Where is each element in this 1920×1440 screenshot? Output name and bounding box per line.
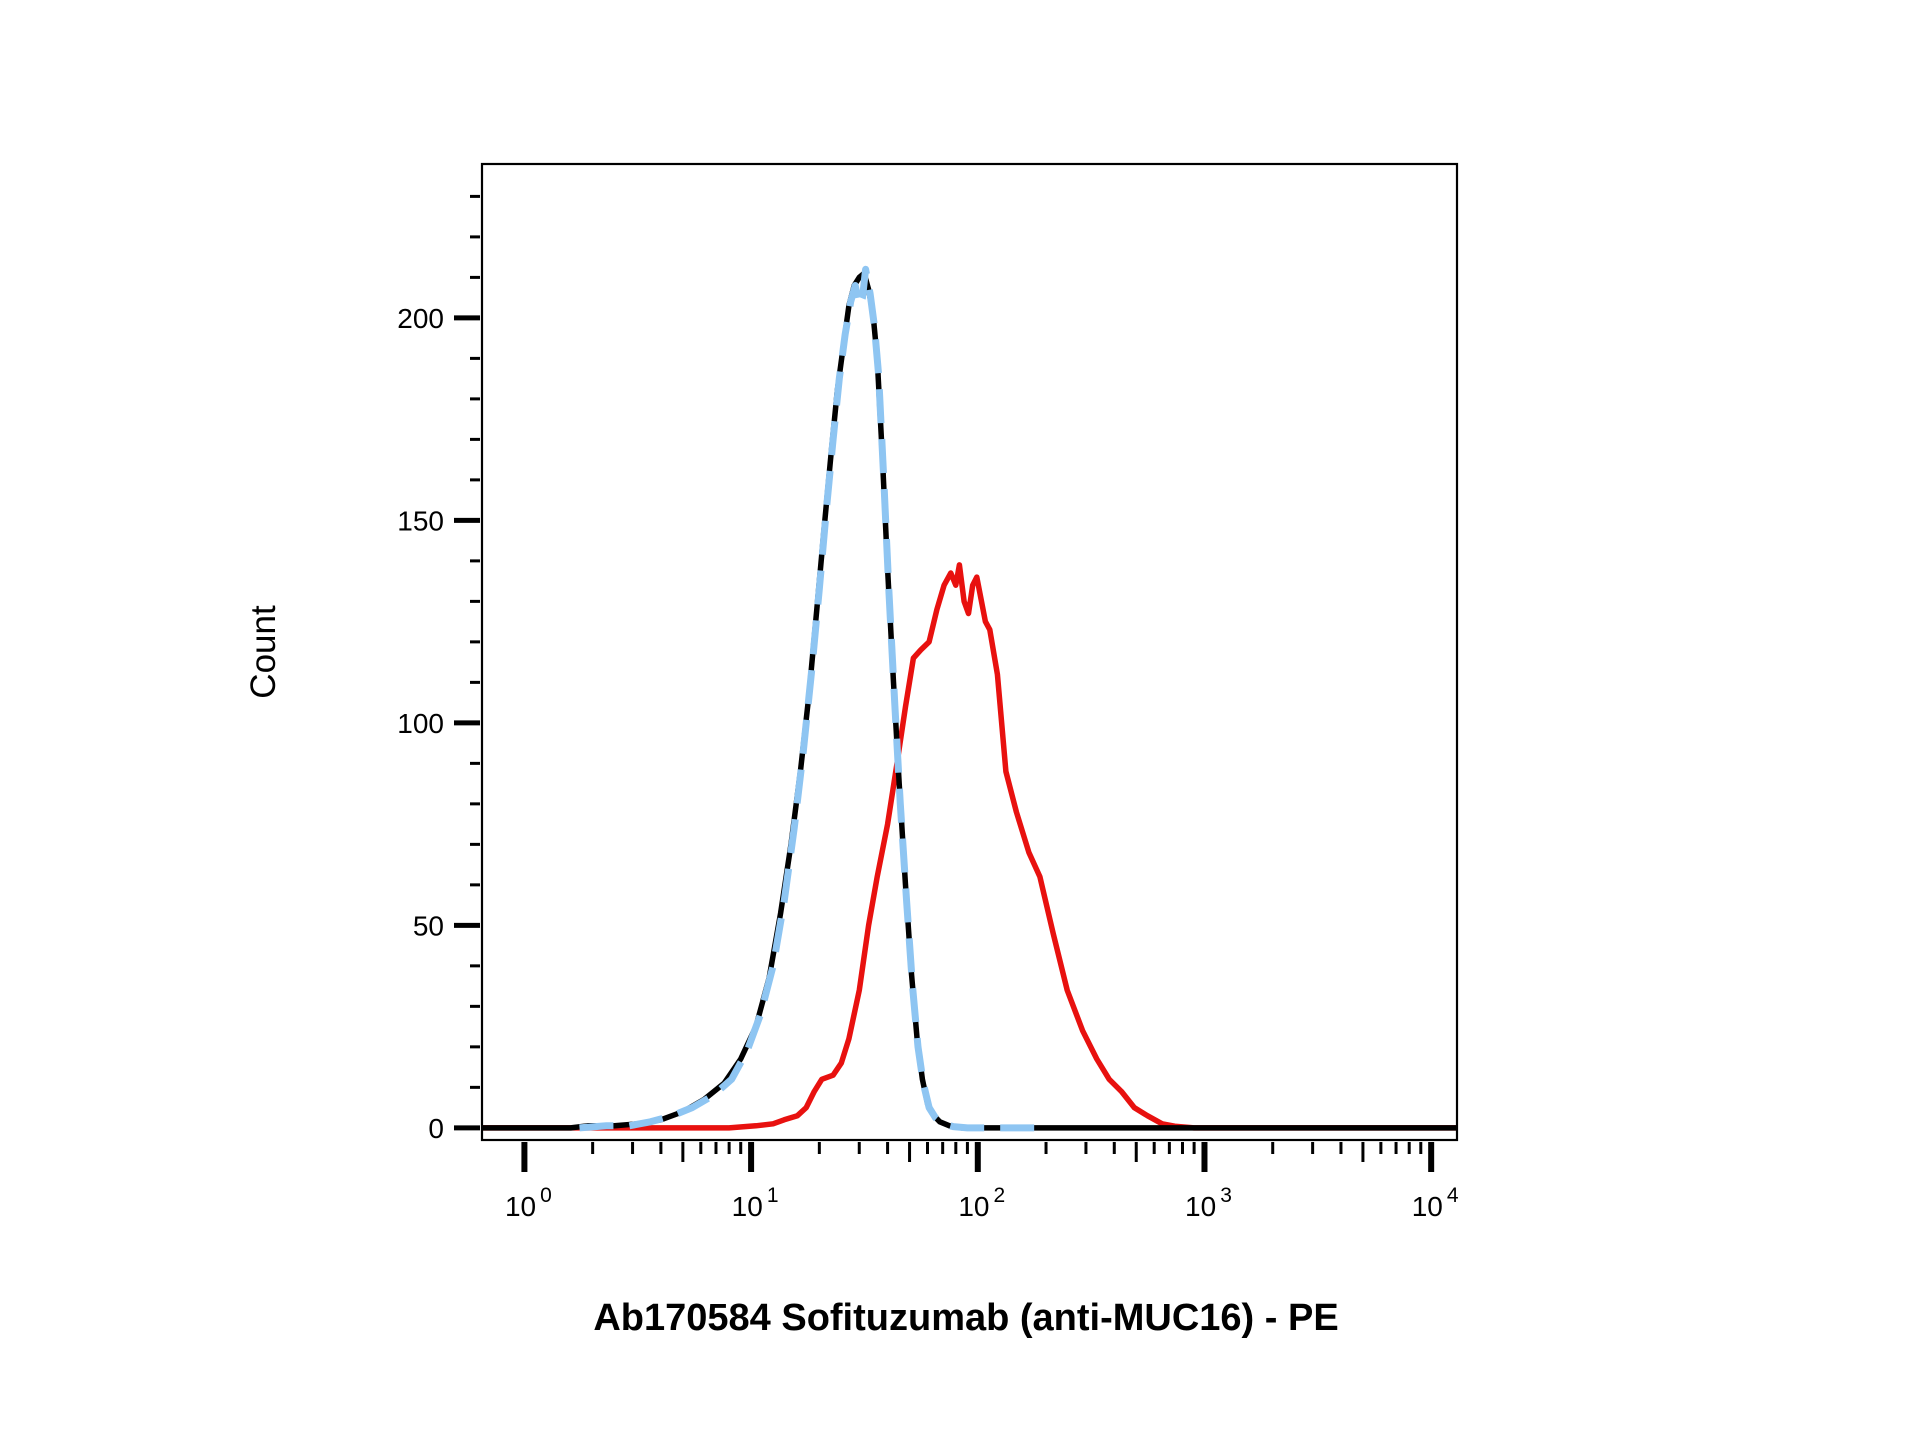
x-tick-label: 10 1 bbox=[732, 1184, 779, 1222]
histogram-series-2 bbox=[482, 270, 1457, 1131]
plot-frame bbox=[480, 162, 1459, 1142]
y-axis-title: Count bbox=[244, 605, 283, 699]
series-layer bbox=[482, 265, 1457, 1132]
histogram-series-3 bbox=[579, 265, 1041, 1132]
x-tick-label: 10 0 bbox=[505, 1184, 552, 1222]
x-axis: 10 0 10 1 10 2 10 3 10 4 bbox=[505, 1142, 1459, 1222]
x-tick-label: 10 4 bbox=[1412, 1184, 1459, 1222]
x-tick-label: 10 3 bbox=[1185, 1184, 1232, 1222]
y-tick-label: 0 bbox=[428, 1113, 444, 1144]
y-axis: 0 50 100 150 200 bbox=[397, 194, 480, 1144]
x-tick-label: 10 2 bbox=[958, 1184, 1005, 1222]
y-tick-label: 150 bbox=[397, 505, 444, 536]
x-axis-title: Ab170584 Sofituzumab (anti-MUC16) - PE bbox=[593, 1297, 1338, 1339]
y-tick-label: 100 bbox=[397, 708, 444, 739]
histogram-series-1 bbox=[482, 562, 1457, 1131]
y-tick-label: 200 bbox=[397, 303, 444, 334]
y-tick-label: 50 bbox=[413, 910, 444, 941]
